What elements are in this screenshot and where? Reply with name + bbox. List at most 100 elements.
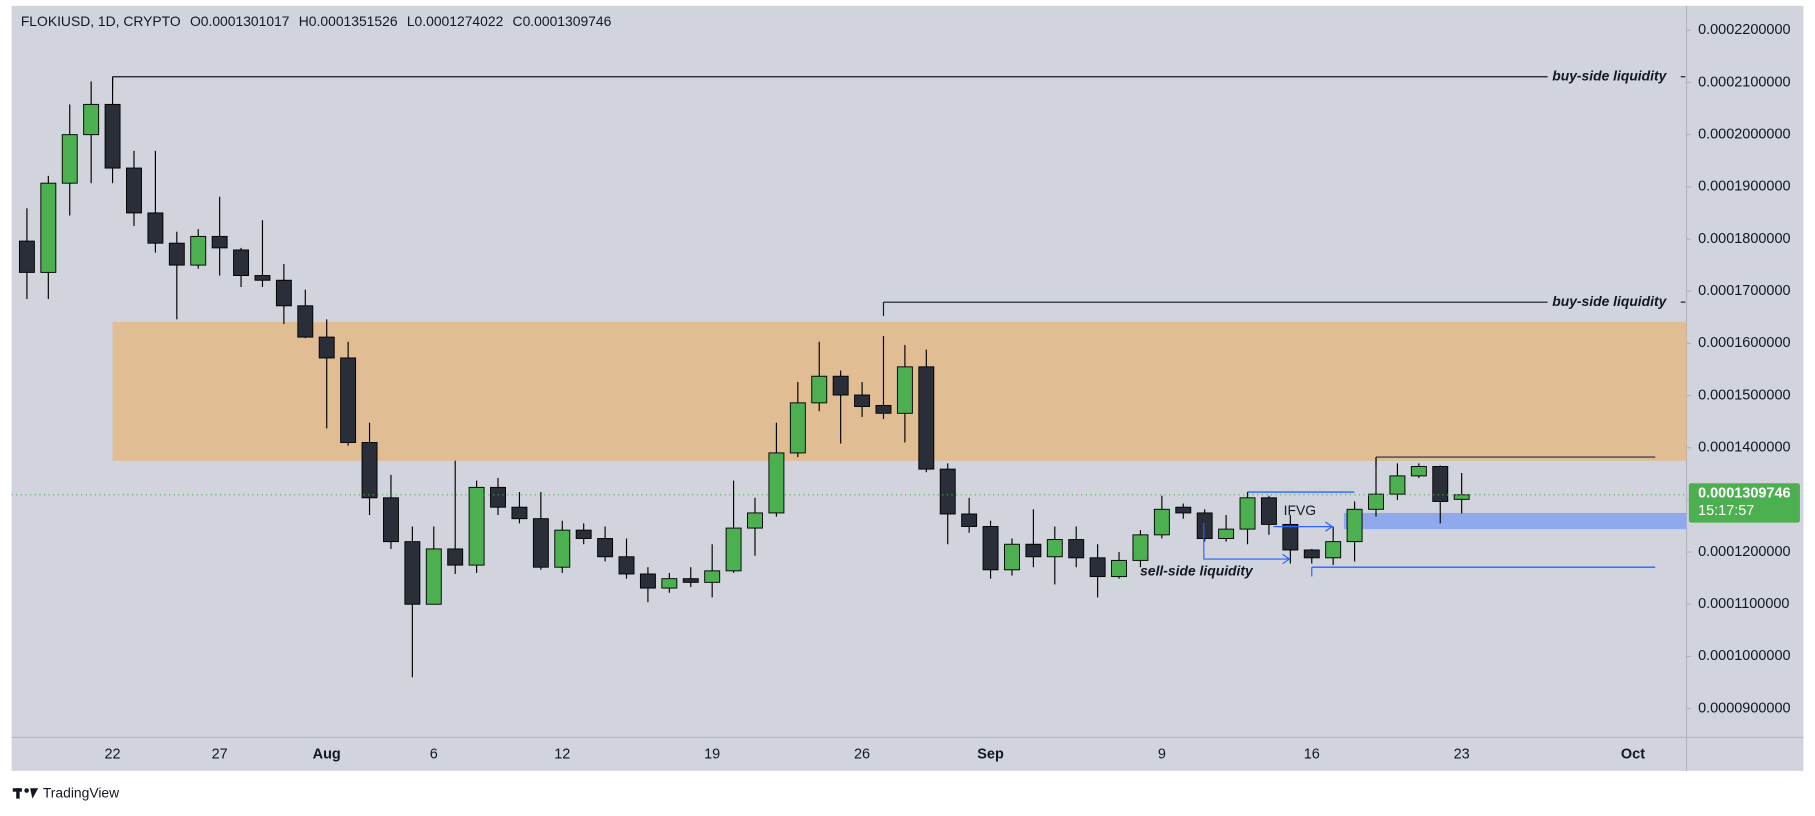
countdown: 15:17:57 bbox=[1698, 503, 1754, 519]
candle-body bbox=[40, 182, 57, 273]
candle-body bbox=[254, 275, 271, 281]
candle-body bbox=[811, 375, 828, 404]
header-item: FLOKIUSD, 1D, CRYPTO bbox=[21, 13, 181, 29]
candle-body bbox=[789, 402, 806, 454]
y-tick-label: 0.0001100000 bbox=[1698, 596, 1789, 612]
candle-body bbox=[1346, 508, 1363, 543]
y-tick-label: 0.0001200000 bbox=[1698, 544, 1790, 560]
candle-body bbox=[404, 541, 421, 605]
candle-body bbox=[682, 578, 699, 583]
x-tick-label: Oct bbox=[1621, 746, 1645, 762]
candle-body bbox=[104, 103, 121, 169]
candle-body bbox=[725, 527, 742, 572]
candle-body bbox=[1046, 539, 1063, 558]
candle-body bbox=[1218, 528, 1235, 539]
candle-body bbox=[854, 394, 871, 407]
candle-body bbox=[961, 513, 978, 527]
candle-body bbox=[661, 578, 678, 589]
candle-body bbox=[1282, 523, 1299, 551]
candle-body bbox=[340, 357, 357, 443]
candle-body bbox=[597, 538, 614, 558]
x-tick-label: 16 bbox=[1304, 746, 1320, 762]
x-tick-label: 23 bbox=[1454, 746, 1470, 762]
candle-body bbox=[1453, 494, 1470, 500]
candle-body bbox=[18, 240, 35, 273]
brand: TradingView bbox=[43, 785, 120, 801]
candle-body bbox=[1432, 466, 1449, 502]
candle-body bbox=[704, 570, 721, 583]
candle-body bbox=[233, 249, 250, 276]
candle-body bbox=[1303, 549, 1320, 559]
header-item: L bbox=[407, 13, 415, 29]
candle-body bbox=[83, 103, 100, 136]
candle-body bbox=[1068, 539, 1085, 559]
y-tick-label: 0.0002200000 bbox=[1698, 22, 1790, 38]
candle-body bbox=[768, 452, 785, 514]
candle-body bbox=[361, 442, 378, 499]
y-tick-label: 0.0001500000 bbox=[1698, 387, 1790, 403]
logo bbox=[12, 788, 39, 799]
candle-body bbox=[918, 366, 935, 470]
candle-body bbox=[1153, 508, 1170, 536]
candle-body bbox=[168, 242, 185, 266]
header-item: C bbox=[513, 13, 523, 29]
y-tick-label: 0.0001600000 bbox=[1698, 335, 1790, 351]
y-tick-label: 0.0000900000 bbox=[1698, 700, 1790, 716]
candle-body bbox=[190, 235, 207, 266]
candle-body bbox=[425, 548, 442, 605]
candle-body bbox=[211, 235, 228, 249]
y-tick-label: 0.0002100000 bbox=[1698, 74, 1790, 90]
x-tick-label: 9 bbox=[1158, 746, 1166, 762]
liquidity-label: buy-side liquidity bbox=[1552, 67, 1667, 83]
y-tick-label: 0.0001400000 bbox=[1698, 440, 1790, 456]
x-tick-label: Sep bbox=[977, 746, 1004, 762]
candle-body bbox=[982, 526, 999, 571]
candle-body bbox=[1111, 559, 1127, 578]
x-tick-label: 22 bbox=[105, 746, 121, 762]
x-tick-label: 12 bbox=[554, 746, 570, 762]
candle-body bbox=[1175, 506, 1192, 514]
candle-body bbox=[1368, 493, 1384, 510]
price-label-box bbox=[1688, 483, 1800, 523]
header-item: 0.0001274022 bbox=[415, 13, 504, 29]
y-tick-label: 0.0001000000 bbox=[1698, 648, 1790, 664]
candle-body bbox=[554, 529, 571, 568]
y-tick-label: 0.0001800000 bbox=[1698, 231, 1790, 247]
candle-body bbox=[1089, 557, 1106, 578]
candle-body bbox=[297, 305, 314, 338]
header-item: O bbox=[190, 13, 201, 29]
ifvg-zone bbox=[1343, 512, 1687, 530]
candle-body bbox=[275, 279, 292, 307]
candle-body bbox=[382, 497, 399, 543]
ifvg-label: IFVG bbox=[1284, 502, 1316, 518]
sell-side-label: sell-side liquidity bbox=[1140, 562, 1254, 578]
liquidity-label: buy-side liquidity bbox=[1552, 293, 1667, 309]
candle-body bbox=[1132, 534, 1149, 561]
candle-body bbox=[147, 212, 164, 244]
header-item: 0.0001309746 bbox=[523, 13, 612, 29]
candle-body bbox=[490, 486, 506, 508]
price-label: 0.0001309746 bbox=[1698, 485, 1790, 501]
candle-body bbox=[639, 573, 656, 589]
candle-body bbox=[1325, 541, 1342, 559]
header-item: 0.0001351526 bbox=[309, 13, 398, 29]
candle-body bbox=[832, 375, 849, 396]
header-item: 0.0001301017 bbox=[201, 13, 290, 29]
candle-body bbox=[1025, 543, 1042, 558]
candle-body bbox=[1196, 512, 1213, 539]
candle-body bbox=[1239, 497, 1256, 530]
x-tick-label: 19 bbox=[704, 746, 720, 762]
candle-body bbox=[1004, 543, 1020, 571]
candle-body bbox=[318, 336, 335, 359]
y-tick-label: 0.0001700000 bbox=[1698, 283, 1790, 299]
candle-body bbox=[747, 512, 763, 529]
candle-body bbox=[61, 134, 78, 184]
x-tick-label: Aug bbox=[313, 746, 341, 762]
candle-body bbox=[126, 167, 142, 214]
candle-body bbox=[532, 518, 549, 568]
candle-body bbox=[447, 548, 464, 566]
candle-body bbox=[468, 486, 485, 566]
candle-body bbox=[939, 468, 956, 515]
